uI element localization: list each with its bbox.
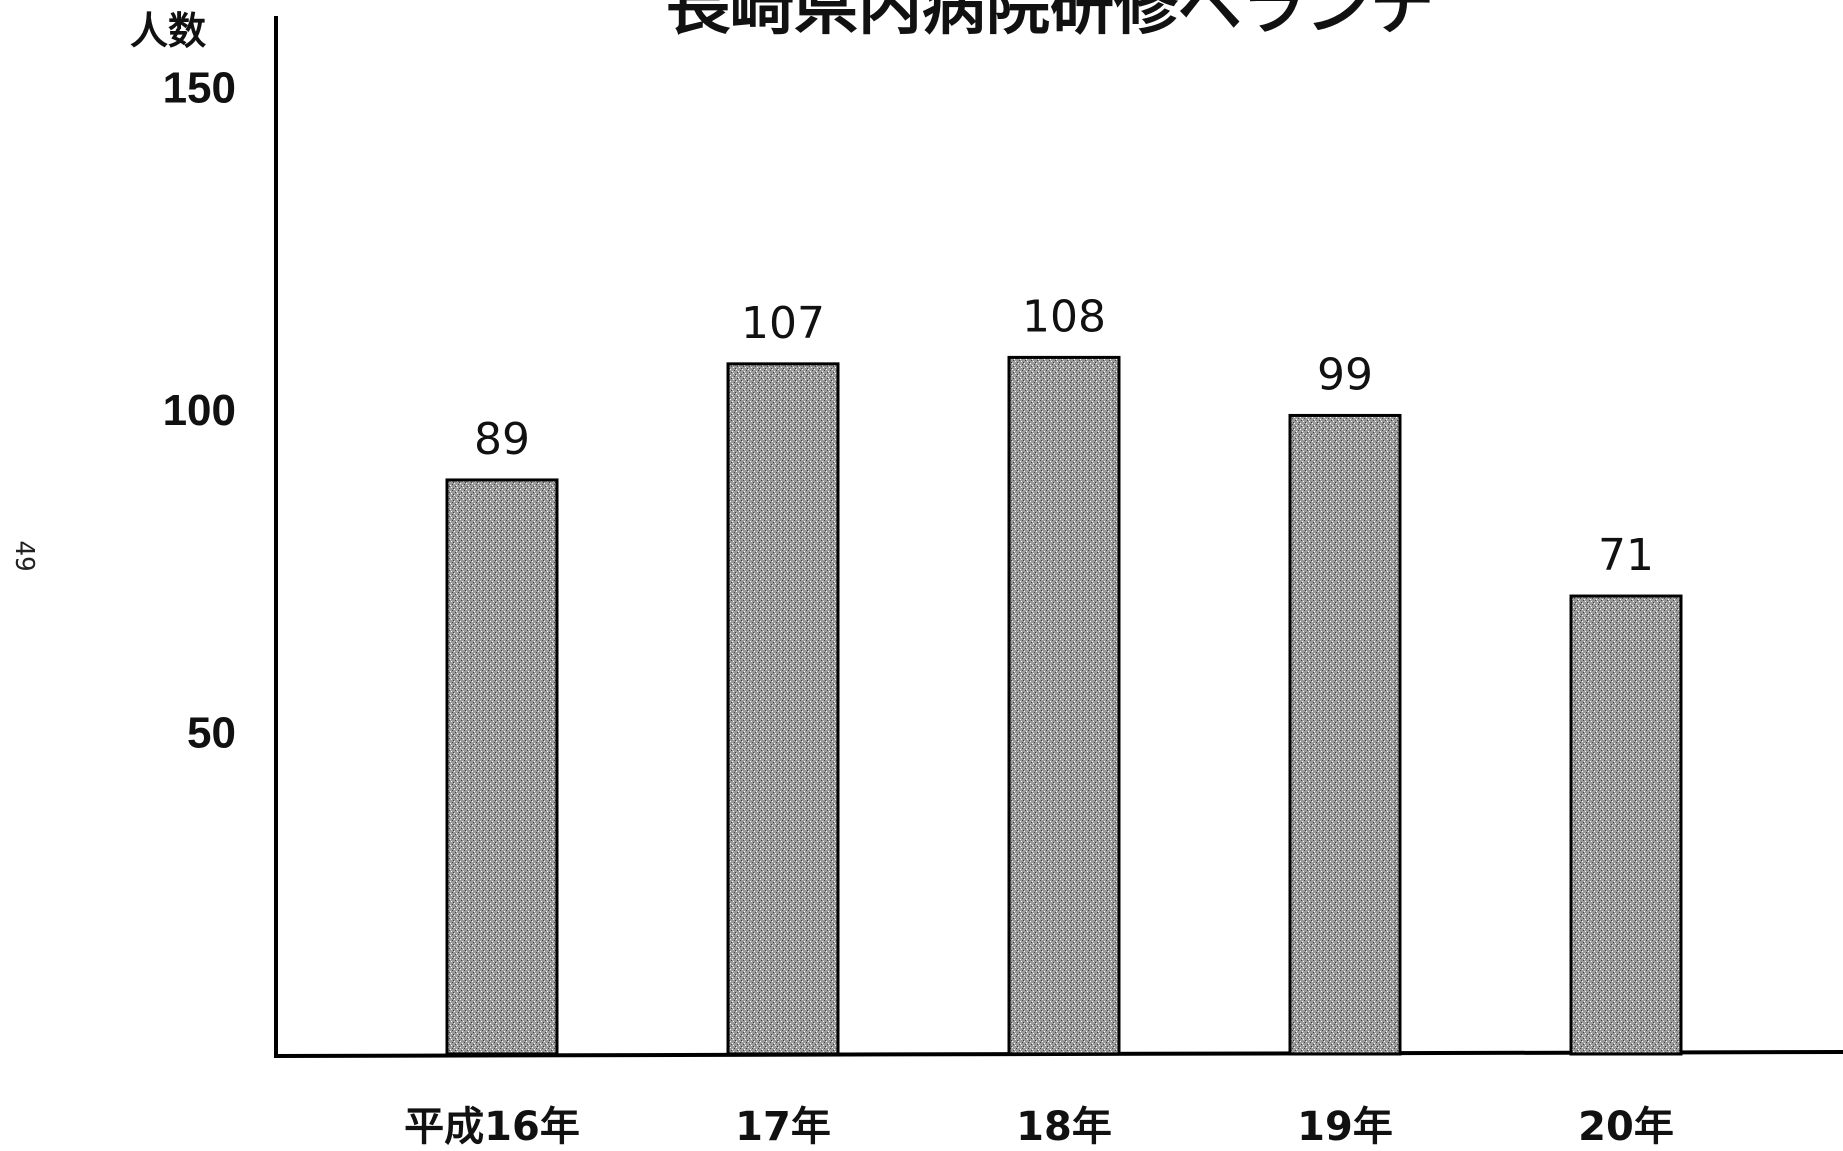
chart-title: 長崎県内病院研修ペランテ: [666, 0, 1434, 44]
y-tick-label: 50: [187, 709, 236, 758]
bar: [1007, 355, 1121, 1056]
bar-value-label: 71: [1598, 530, 1654, 581]
x-category-label: 20年: [1578, 1104, 1674, 1150]
y-axis-label: 人数: [130, 9, 206, 53]
bars: [445, 355, 1683, 1056]
x-category-label: 17年: [735, 1104, 831, 1150]
x-category-label: 平成16年: [404, 1104, 580, 1150]
value-labels: 89 107 108 99 71: [474, 291, 1654, 581]
x-category-label: 18年: [1016, 1104, 1112, 1150]
bar-value-label: 107: [741, 298, 825, 349]
y-tick-label: 150: [163, 64, 236, 113]
y-tick-label: 100: [163, 386, 236, 435]
category-labels: 平成16年 17年 18年 19年 20年: [404, 1104, 1674, 1150]
y-ticks: 50 100 150: [163, 64, 236, 758]
bar-value-label: 89: [474, 414, 530, 465]
bar: [1288, 413, 1402, 1056]
bar-value-label: 99: [1317, 349, 1373, 400]
bar: [445, 478, 559, 1056]
bar: [1569, 594, 1683, 1056]
x-category-label: 19年: [1297, 1104, 1393, 1150]
bar: [726, 362, 840, 1056]
bar-value-label: 108: [1022, 291, 1106, 342]
page-number: 49: [9, 540, 39, 571]
